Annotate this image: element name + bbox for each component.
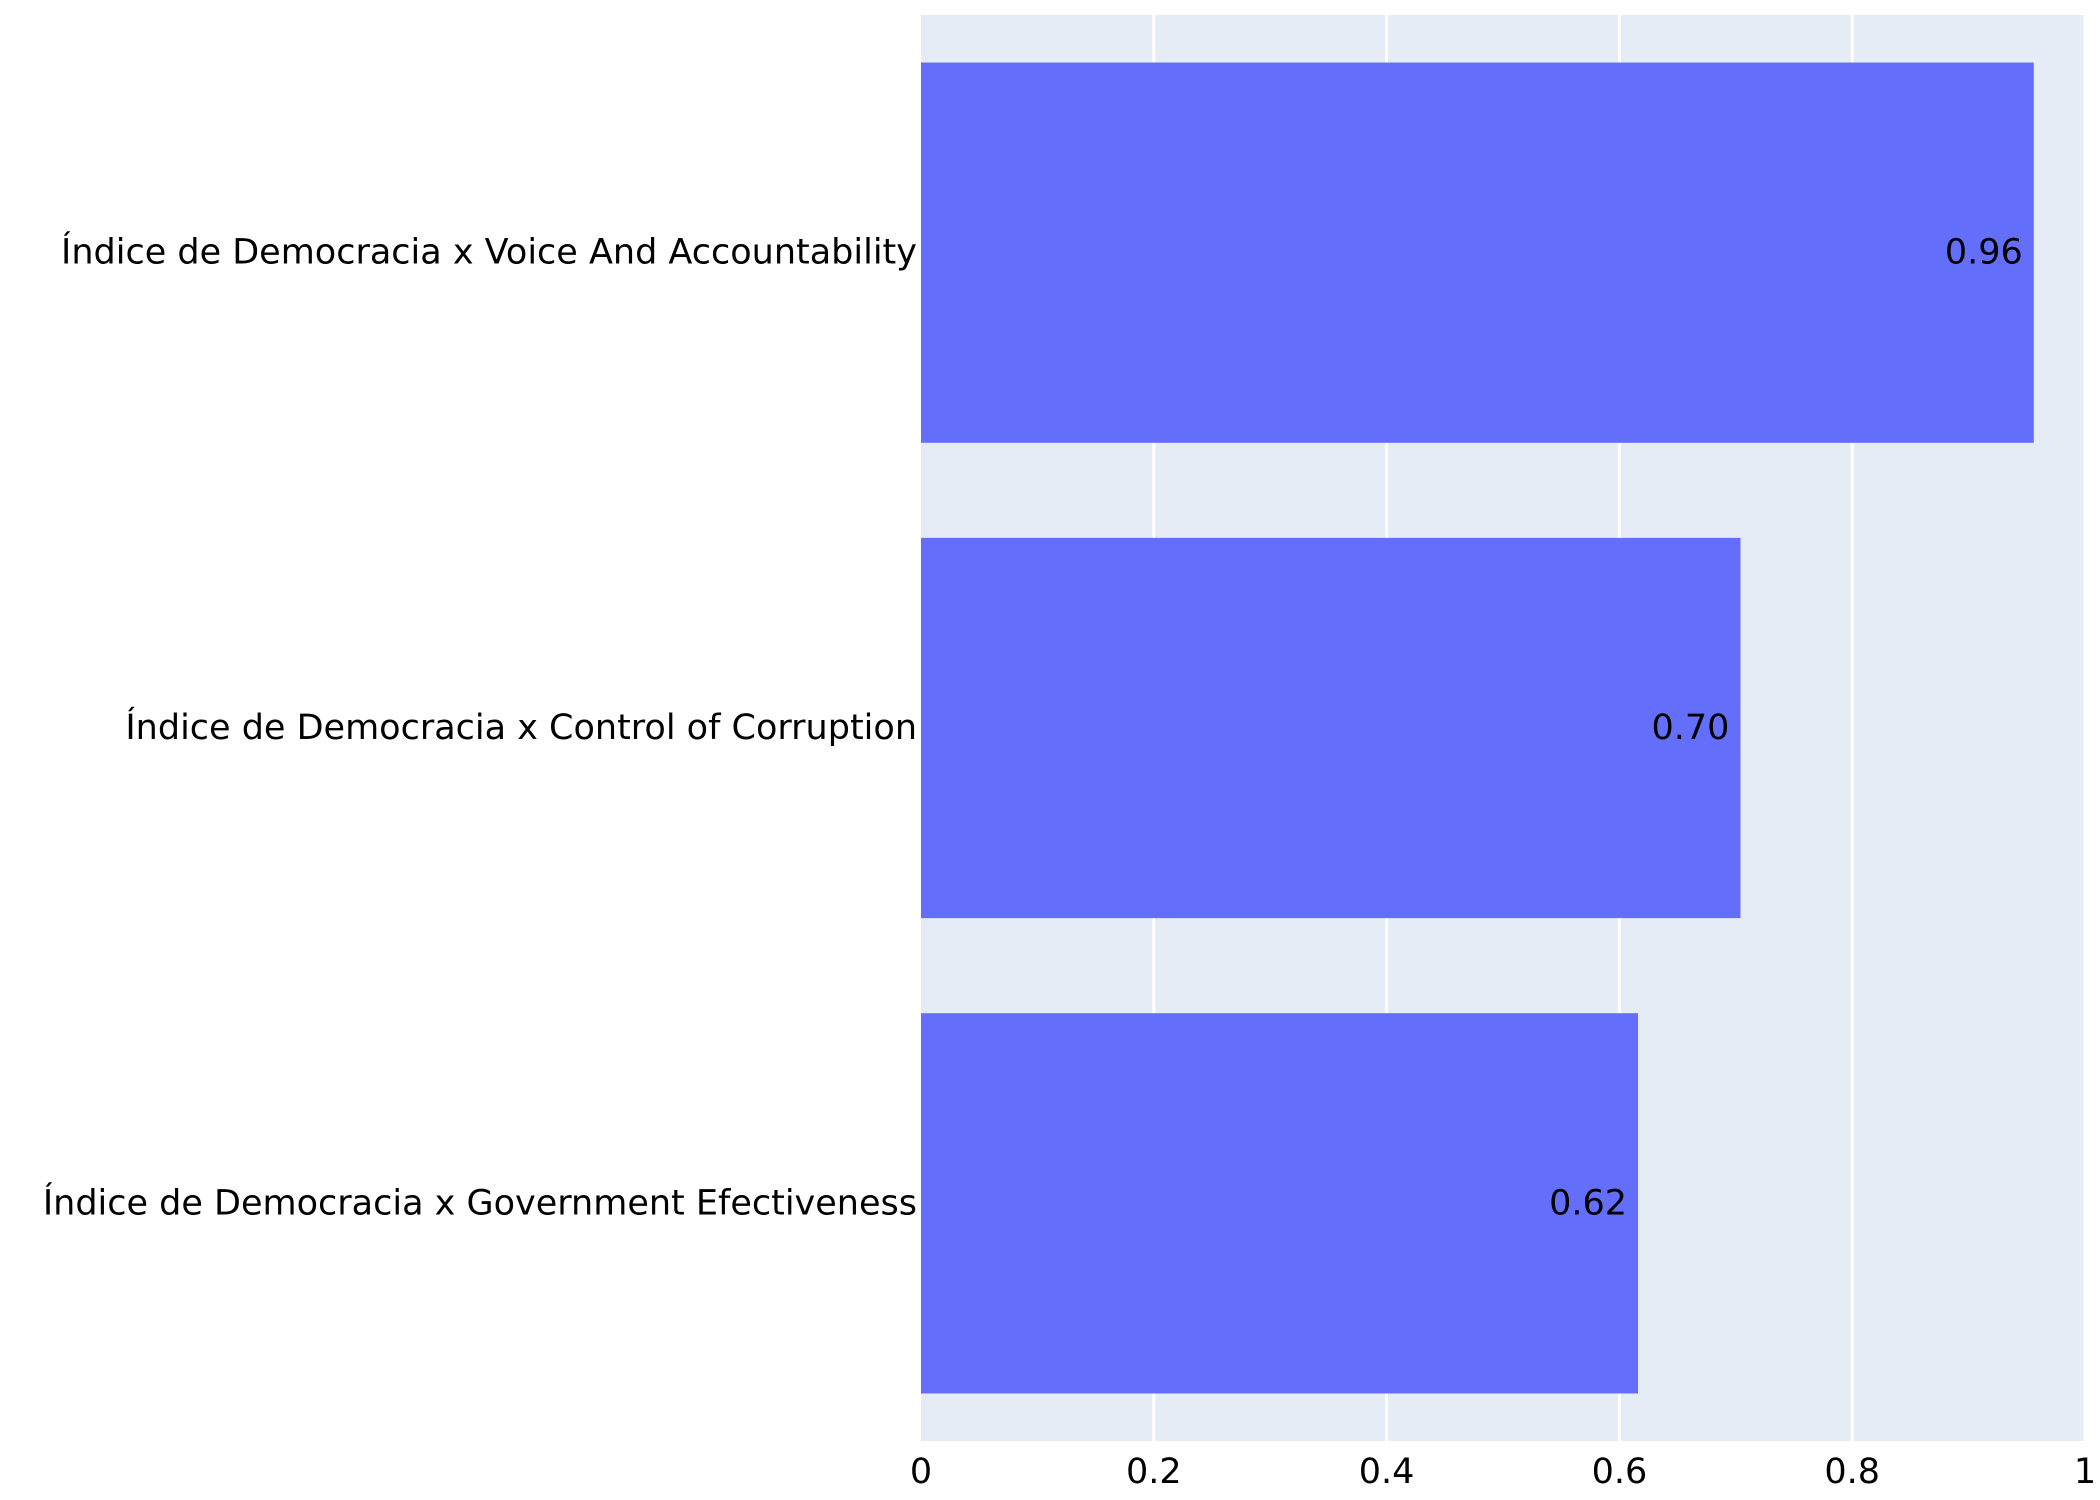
category-label-1: Índice de Democracia x Control of Corrup… <box>125 706 917 748</box>
x-tick-label-1: 0.2 <box>1126 1452 1182 1492</box>
value-labels: 0.96 0.70 0.62 <box>1549 233 2023 1224</box>
bar-value-label-1: 0.70 <box>1652 708 1730 748</box>
bars <box>921 62 2034 1394</box>
x-tick-label-3: 0.6 <box>1592 1452 1648 1492</box>
x-tick-label-5: 1 <box>2074 1452 2096 1492</box>
x-axis-ticks: 0 0.2 0.4 0.6 0.8 1 <box>910 1452 2096 1492</box>
category-labels: Índice de Democracia x Voice And Account… <box>43 231 917 1224</box>
x-tick-label-2: 0.4 <box>1359 1452 1415 1492</box>
x-tick-label-0: 0 <box>910 1452 932 1492</box>
x-tick-label-4: 0.8 <box>1824 1452 1880 1492</box>
bar-2 <box>921 1013 1639 1394</box>
bar-1 <box>921 537 1741 919</box>
bar-value-label-0: 0.96 <box>1945 233 2023 273</box>
category-label-2: Índice de Democracia x Government Efecti… <box>43 1181 917 1223</box>
category-label-0: Índice de Democracia x Voice And Account… <box>61 231 917 273</box>
bar-value-label-2: 0.62 <box>1549 1183 1627 1223</box>
bar-0 <box>921 62 2034 443</box>
